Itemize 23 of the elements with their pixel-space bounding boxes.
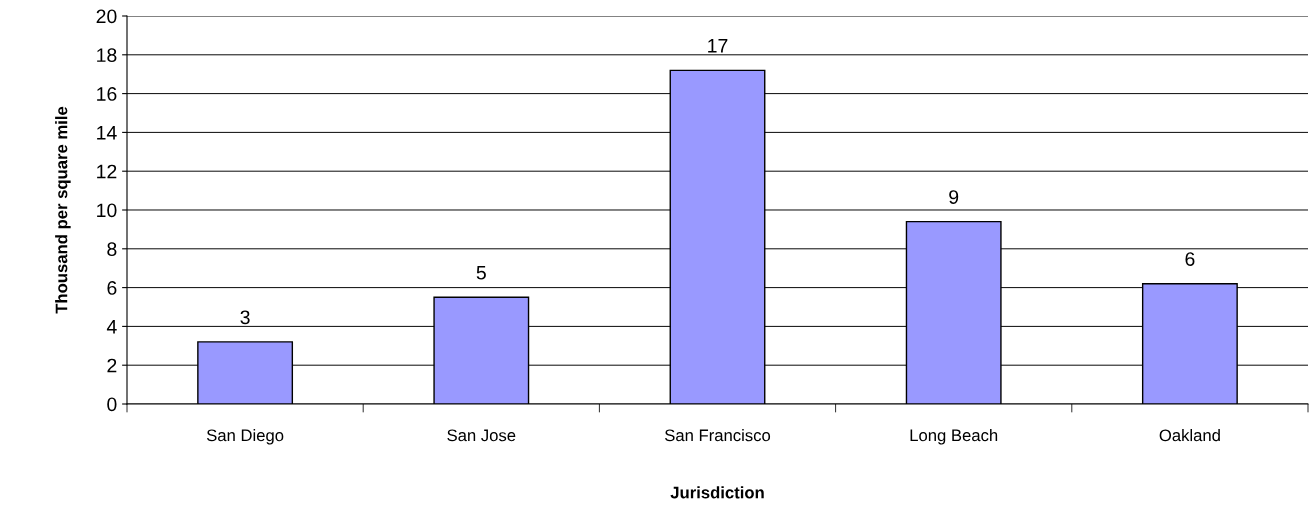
data-label: 3: [240, 310, 250, 325]
y-tick-label: 10: [97, 203, 117, 218]
x-tick-label: San Diego: [206, 429, 284, 445]
x-tick-label: San Jose: [447, 429, 516, 442]
x-axis-title: Jurisdiction: [670, 486, 764, 499]
y-tick-label: 14: [97, 126, 117, 140]
y-tick-label: 16: [97, 87, 117, 101]
y-tick-label: 4: [106, 320, 117, 334]
data-label: 17: [708, 39, 728, 53]
y-tick-label: 18: [97, 48, 117, 63]
y-tick-label: 6: [107, 281, 117, 295]
y-tick-label: 12: [97, 164, 117, 179]
x-tick-label: Oakland: [1159, 429, 1220, 442]
y-tick-label: 2: [107, 358, 117, 373]
data-label: 6: [1185, 252, 1195, 266]
x-tick-label: San Francisco: [665, 429, 771, 442]
y-tick-label: 8: [107, 242, 117, 257]
data-label: 5: [476, 266, 486, 280]
y-axis-title: Thousand per square mile: [55, 106, 71, 314]
data-label: 9: [949, 190, 959, 204]
y-tick-label: 0: [107, 397, 117, 412]
x-tick-label: Long Beach: [910, 429, 998, 445]
y-tick-label: 20: [96, 9, 117, 24]
